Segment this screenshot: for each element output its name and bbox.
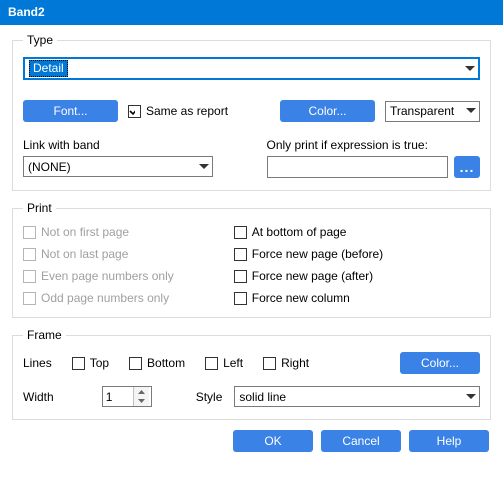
- frame-width-input[interactable]: [103, 387, 133, 406]
- print-left-col: Not on first page Not on last page Even …: [23, 225, 174, 305]
- frame-width-spinner[interactable]: [102, 386, 152, 407]
- checkbox-icon: [234, 292, 247, 305]
- group-frame: Frame Lines Top Bottom Left Right Color.…: [12, 328, 491, 420]
- frame-bottom-checkbox[interactable]: Bottom: [129, 356, 185, 370]
- color-button[interactable]: Color...: [280, 100, 375, 122]
- group-type-legend: Type: [23, 33, 57, 47]
- type-combo[interactable]: Detail: [23, 57, 480, 80]
- same-as-report-checkbox[interactable]: Same as report: [128, 104, 228, 118]
- font-button[interactable]: Font...: [23, 100, 118, 122]
- print-force-new-column[interactable]: Force new column: [234, 291, 383, 305]
- checkbox-icon: [234, 270, 247, 283]
- frame-lines-label: Lines: [23, 356, 52, 370]
- print-force-new-page-after[interactable]: Force new page (after): [234, 269, 383, 283]
- font-color-row: Font... Same as report Color... Transpar…: [23, 100, 480, 122]
- chevron-down-icon: [199, 164, 209, 170]
- dialog-buttons: OK Cancel Help: [12, 430, 491, 452]
- group-print: Print Not on first page Not on last page…: [12, 201, 491, 318]
- expression-browse-button[interactable]: ...: [454, 156, 480, 178]
- checkbox-icon: [129, 357, 142, 370]
- dialog-body: Type Detail Font... Same as report Color…: [0, 25, 503, 464]
- title-bar: Band2: [0, 0, 503, 25]
- group-type: Type Detail Font... Same as report Color…: [12, 33, 491, 191]
- window-title: Band2: [8, 5, 45, 19]
- link-with-band-selected: (NONE): [28, 160, 71, 174]
- color-combo[interactable]: Transparent: [385, 101, 480, 122]
- cancel-button[interactable]: Cancel: [321, 430, 401, 452]
- link-with-band-combo[interactable]: (NONE): [23, 156, 213, 177]
- color-selected: Transparent: [390, 104, 454, 118]
- expression-input[interactable]: [267, 156, 449, 178]
- frame-style-combo[interactable]: solid line: [234, 386, 480, 407]
- frame-top-checkbox[interactable]: Top: [72, 356, 109, 370]
- ok-button[interactable]: OK: [233, 430, 313, 452]
- print-force-new-page-before[interactable]: Force new page (before): [234, 247, 383, 261]
- group-frame-legend: Frame: [23, 328, 66, 342]
- link-with-band-col: Link with band (NONE): [23, 138, 237, 178]
- checkbox-icon: [263, 357, 276, 370]
- chevron-down-icon: [466, 108, 476, 114]
- spin-down-icon[interactable]: [134, 397, 149, 407]
- frame-left-checkbox[interactable]: Left: [205, 356, 243, 370]
- spin-up-icon[interactable]: [134, 387, 149, 397]
- same-as-report-label: Same as report: [146, 104, 228, 118]
- checkbox-icon: [234, 248, 247, 261]
- checkbox-icon: [23, 226, 36, 239]
- print-right-col: At bottom of page Force new page (before…: [234, 225, 383, 305]
- chevron-down-icon: [465, 66, 475, 72]
- link-expression-row: Link with band (NONE) Only print if expr…: [23, 138, 480, 178]
- checkbox-icon: [23, 270, 36, 283]
- link-with-band-label: Link with band: [23, 138, 237, 152]
- print-even-pages: Even page numbers only: [23, 269, 174, 283]
- only-print-col: Only print if expression is true: ...: [267, 138, 481, 178]
- checkbox-checked-icon: [128, 105, 141, 118]
- only-print-label: Only print if expression is true:: [267, 138, 481, 152]
- group-print-legend: Print: [23, 201, 56, 215]
- checkbox-icon: [23, 248, 36, 261]
- help-button[interactable]: Help: [409, 430, 489, 452]
- print-at-bottom[interactable]: At bottom of page: [234, 225, 383, 239]
- frame-color-button[interactable]: Color...: [400, 352, 480, 374]
- checkbox-icon: [234, 226, 247, 239]
- chevron-down-icon: [466, 394, 476, 400]
- checkbox-icon: [23, 292, 36, 305]
- frame-style-label: Style: [196, 390, 223, 404]
- checkbox-icon: [72, 357, 85, 370]
- print-odd-pages: Odd page numbers only: [23, 291, 174, 305]
- type-selected: Detail: [29, 60, 68, 77]
- frame-right-checkbox[interactable]: Right: [263, 356, 309, 370]
- frame-width-label: Width: [23, 390, 54, 404]
- frame-style-selected: solid line: [239, 390, 286, 404]
- print-not-first-page: Not on first page: [23, 225, 174, 239]
- checkbox-icon: [205, 357, 218, 370]
- print-not-last-page: Not on last page: [23, 247, 174, 261]
